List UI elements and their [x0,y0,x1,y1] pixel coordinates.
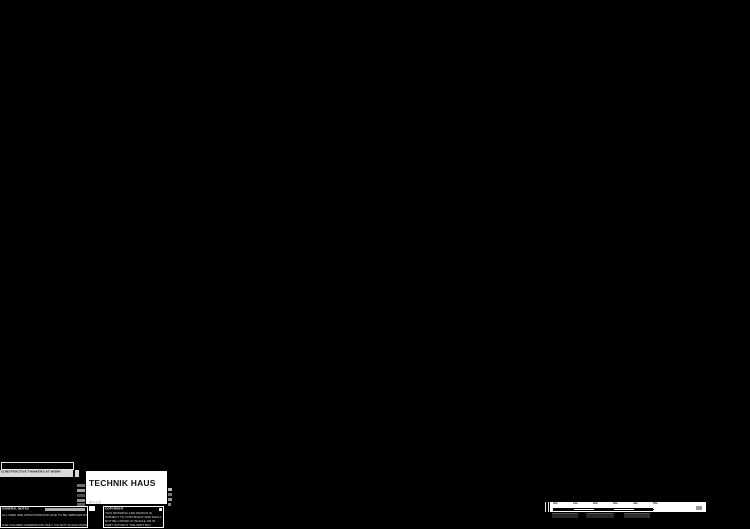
scale-label: 3m [613,502,618,506]
company-title-block: TECHNIK HAUS PTY LTD PO Box 222 ROSEBERY… [86,471,167,504]
company-name: TECHNIK HAUS [89,478,156,488]
company-suffix: PTY LTD [89,501,102,505]
copyright-text: THIS DRAWING AND DESIGN IS SUBJECT TO CO… [105,512,162,527]
scale-label: 2m [593,502,598,506]
scale-label: 0m [553,502,558,506]
scale-segment [574,509,594,510]
general-notes-line2: USE FIGURED DIMENSIONS ONLY, DO NOT SCAL… [2,524,88,528]
calibration-square [77,484,85,487]
calibration-square [77,503,85,506]
scale-label: 5m [653,502,658,506]
faint-scale-note [552,513,578,518]
fold-mark [89,506,95,511]
tagline-strip-end [75,470,79,477]
edge-mark [168,498,172,501]
fold-tick [548,502,549,512]
calibration-square [77,489,85,492]
calibration-square [77,499,85,502]
general-notes-title: GENERAL NOTES [2,507,29,511]
scale-segment [594,509,614,510]
general-notes-line1: ALL DIMS ARE APPROXIMATION AND TO BE VER… [2,514,88,518]
edge-mark [168,493,172,496]
header-bar [45,508,85,511]
scale-gray-square [696,506,702,510]
copyright-title: COPYRIGHT [105,507,124,511]
copyright-box: COPYRIGHT THIS DRAWING AND DESIGN IS SUB… [103,506,164,528]
general-notes-header: GENERAL NOTES [1,507,87,512]
calibration-square [77,494,85,497]
logo-frame [1,462,74,470]
fold-tick [545,502,546,512]
scale-bar-segments [553,508,654,511]
edge-mark [168,503,171,506]
edge-mark [168,488,172,491]
scale-segment [614,509,634,510]
general-notes-box: GENERAL NOTES ALL DIMS ARE APPROXIMATION… [0,506,88,528]
tagline-text: CONSTRUCTIVE THINKERS AT WORK [1,470,61,474]
header-square [159,508,162,511]
faint-scale-note [586,513,614,518]
company-name-row: TECHNIK HAUS PTY LTD [89,473,167,505]
scale-bar-panel: 0m 1m 2m 3m 4m 5m [550,502,706,512]
tagline-strip: CONSTRUCTIVE THINKERS AT WORK [0,470,73,477]
scale-label: 1m [573,502,578,506]
copyright-header: COPYRIGHT [104,507,163,512]
scale-segment [634,509,654,510]
faint-scale-note [624,513,650,518]
scale-segment [554,509,574,510]
scale-label: 4m [633,502,638,506]
